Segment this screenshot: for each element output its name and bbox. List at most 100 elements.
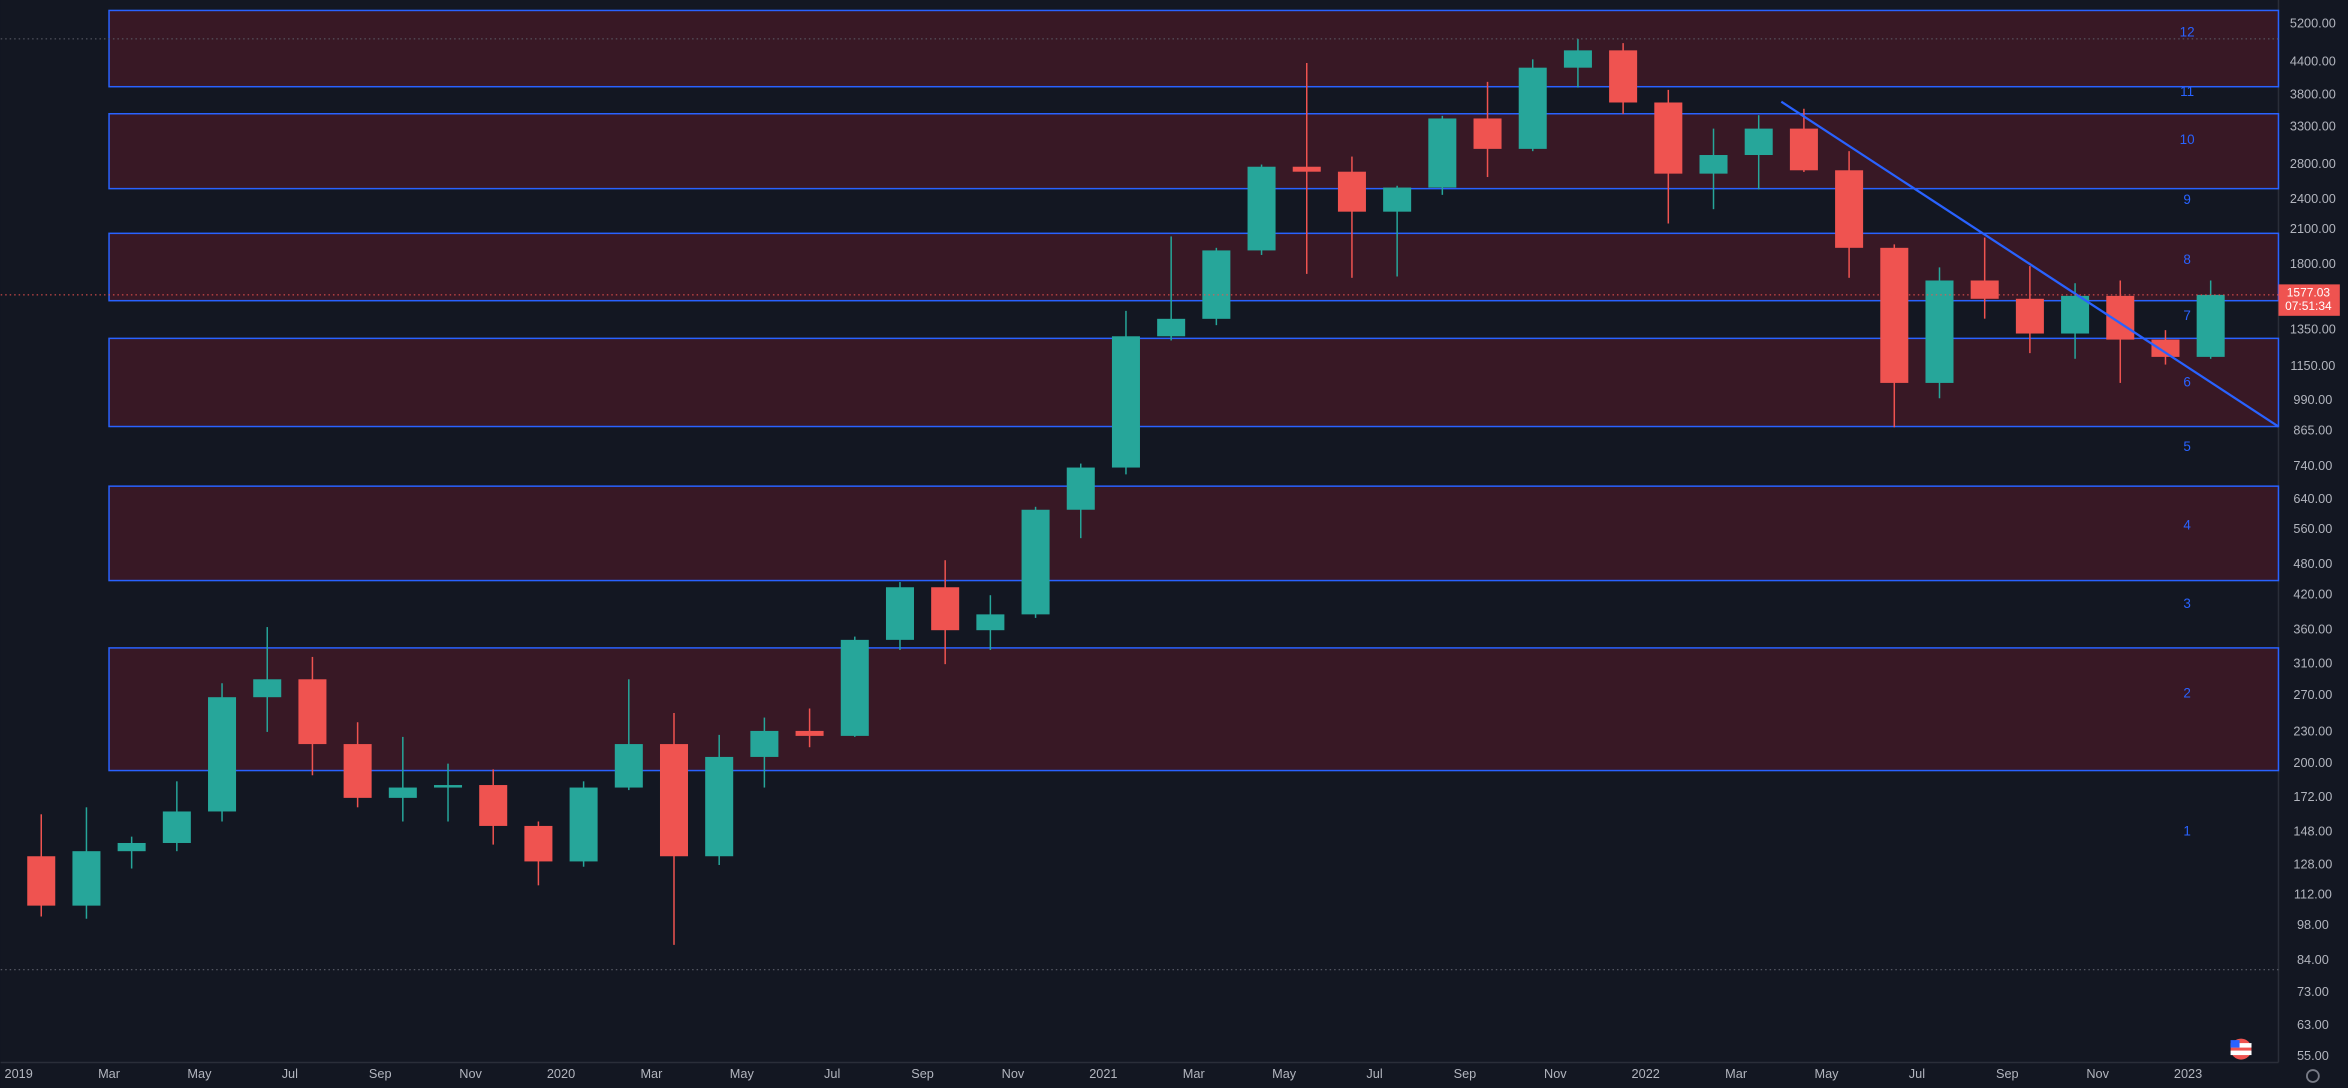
candle-body bbox=[72, 851, 101, 906]
candle-body bbox=[976, 614, 1005, 631]
zone bbox=[108, 485, 2280, 582]
candle-body bbox=[2061, 295, 2090, 334]
zone bbox=[108, 337, 2280, 428]
y-tick-label: 98.00 bbox=[2297, 917, 2329, 932]
candle-body bbox=[479, 785, 508, 826]
last-price-box bbox=[2278, 284, 2340, 316]
x-tick-label: Jul bbox=[1909, 1066, 1925, 1081]
candle-body bbox=[388, 787, 417, 798]
candle-body bbox=[1970, 280, 1999, 299]
x-tick-label: Mar bbox=[1725, 1066, 1748, 1081]
y-tick-label: 230.00 bbox=[2293, 723, 2332, 738]
candle-body bbox=[343, 744, 372, 798]
y-tick-label: 112.00 bbox=[2294, 887, 2332, 902]
y-tick-label: 1800.00 bbox=[2290, 256, 2336, 271]
x-tick-label: Nov bbox=[459, 1066, 482, 1081]
candle-body bbox=[1744, 128, 1773, 156]
x-tick-label: Sep bbox=[1996, 1066, 2019, 1081]
candle-body bbox=[750, 730, 779, 757]
candle-body bbox=[27, 856, 56, 906]
x-tick-label: Sep bbox=[911, 1066, 934, 1081]
x-tick-label: 2023 bbox=[2174, 1066, 2202, 1081]
y-tick-label: 55.00 bbox=[2297, 1048, 2329, 1063]
y-tick-label: 3800.00 bbox=[2290, 87, 2336, 102]
candle-body bbox=[931, 587, 960, 631]
level-label: 9 bbox=[2183, 192, 2190, 207]
y-tick-label: 148.00 bbox=[2293, 823, 2332, 838]
candle-body bbox=[1292, 166, 1321, 172]
candle-body bbox=[840, 639, 869, 736]
y-tick-label: 270.00 bbox=[2293, 687, 2332, 702]
x-tick-label: Jul bbox=[824, 1066, 840, 1081]
level-label: 7 bbox=[2183, 308, 2190, 323]
candle-body bbox=[434, 785, 463, 788]
candle-body bbox=[1654, 102, 1683, 174]
candle-body bbox=[569, 787, 598, 862]
y-tick-label: 360.00 bbox=[2293, 622, 2332, 637]
x-tick-label: 2020 bbox=[547, 1066, 575, 1081]
candle-body bbox=[253, 679, 282, 698]
y-tick-label: 740.00 bbox=[2293, 458, 2332, 473]
level-label: 10 bbox=[2180, 132, 2195, 147]
y-tick-label: 640.00 bbox=[2293, 491, 2332, 506]
level-label: 4 bbox=[2183, 517, 2191, 532]
y-tick-label: 84.00 bbox=[2297, 952, 2329, 967]
level-label: 8 bbox=[2183, 252, 2190, 267]
zone bbox=[108, 9, 2280, 88]
x-tick-label: May bbox=[187, 1066, 212, 1081]
candle-body bbox=[659, 744, 689, 857]
countdown: 07:51:34 bbox=[2285, 299, 2332, 313]
candle-body bbox=[1473, 118, 1502, 149]
candle-body bbox=[795, 730, 824, 736]
y-tick-label: 2400.00 bbox=[2290, 191, 2336, 206]
trendline bbox=[1780, 100, 2280, 428]
y-tick-label: 1350.00 bbox=[2290, 322, 2336, 337]
candle-body bbox=[1247, 166, 1276, 251]
candle-body bbox=[1111, 336, 1140, 468]
flag-icon[interactable] bbox=[2230, 1038, 2252, 1060]
level-label: 5 bbox=[2183, 439, 2190, 454]
candle-body bbox=[2015, 298, 2044, 334]
candle-body bbox=[1428, 118, 1457, 188]
x-tick-label: Nov bbox=[2086, 1066, 2109, 1081]
candle-body bbox=[1699, 155, 1728, 174]
zone bbox=[108, 113, 2280, 190]
y-tick-label: 128.00 bbox=[2293, 856, 2332, 871]
x-tick-label: Mar bbox=[98, 1066, 121, 1081]
x-tick-label: May bbox=[1272, 1066, 1297, 1081]
axes: 5200.004400.003800.003300.002800.002400.… bbox=[5, 15, 2340, 1081]
y-tick-label: 990.00 bbox=[2293, 392, 2332, 407]
candle-body bbox=[1066, 467, 1095, 510]
zone bbox=[108, 232, 2280, 302]
y-tick-label: 172.00 bbox=[2293, 789, 2332, 804]
x-tick-label: Sep bbox=[369, 1066, 392, 1081]
candle-body bbox=[1609, 50, 1638, 103]
y-tick-label: 4400.00 bbox=[2290, 53, 2336, 68]
y-tick-label: 310.00 bbox=[2293, 656, 2332, 671]
candle-body bbox=[1835, 170, 1864, 248]
settings-icon[interactable] bbox=[2305, 1069, 2320, 1083]
x-tick-label: May bbox=[730, 1066, 755, 1081]
x-tick-label: Mar bbox=[1183, 1066, 1206, 1081]
y-tick-label: 73.00 bbox=[2297, 984, 2329, 999]
x-tick-label: Nov bbox=[1002, 1066, 1025, 1081]
candle-body bbox=[1563, 50, 1592, 68]
x-tick-label: Mar bbox=[640, 1066, 663, 1081]
candle-body bbox=[208, 697, 237, 812]
candle-body bbox=[162, 811, 191, 843]
y-tick-label: 1150.00 bbox=[2290, 358, 2335, 373]
candle-body bbox=[1202, 250, 1231, 319]
level-label: 12 bbox=[2180, 24, 2195, 39]
y-tick-label: 480.00 bbox=[2293, 556, 2332, 571]
x-tick-label: Nov bbox=[1544, 1066, 1567, 1081]
candle-body bbox=[1789, 128, 1818, 171]
candle-body bbox=[1383, 187, 1412, 212]
candle-body bbox=[1925, 280, 1954, 383]
candle-body bbox=[2196, 294, 2225, 357]
level-label: 2 bbox=[2183, 685, 2190, 700]
x-tick-label: May bbox=[1814, 1066, 1839, 1081]
candle-body bbox=[885, 587, 914, 640]
candle-body bbox=[1337, 171, 1366, 212]
